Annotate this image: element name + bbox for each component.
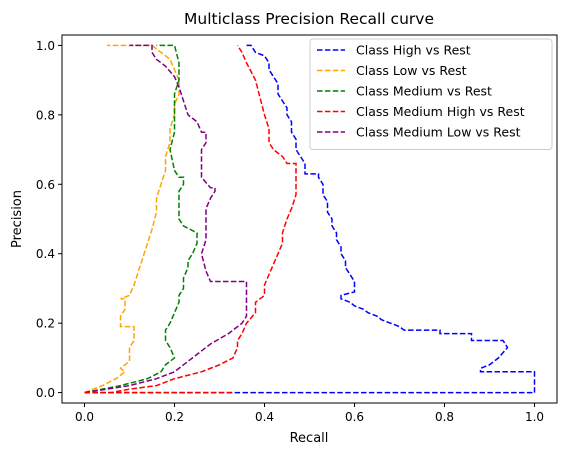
plot-series-group <box>84 44 536 394</box>
plot-frame <box>61 34 558 404</box>
series-line-3 <box>84 44 198 394</box>
y-tick-label: 0.6 <box>36 178 55 192</box>
series-line-4 <box>84 44 297 394</box>
series-line-1 <box>246 44 536 393</box>
legend-label: Class High vs Rest <box>356 43 471 58</box>
y-tick-label: 0.2 <box>36 317 55 331</box>
legend-label: Class Low vs Rest <box>356 63 467 78</box>
y-axis-ticks: 0.0 0.2 0.4 0.6 0.8 1.0 <box>36 39 62 400</box>
legend: Class High vs Rest Class Low vs Rest Class… <box>309 38 553 150</box>
x-axis-ticks: 0.0 0.2 0.4 0.6 0.8 1.0 <box>75 403 544 424</box>
y-tick-label: 0.0 <box>36 386 55 400</box>
y-tick-label: 1.0 <box>36 39 55 53</box>
chart-title: Multiclass Precision Recall curve <box>184 10 434 28</box>
x-tick-label: 0.6 <box>345 410 364 424</box>
series-line-2 <box>84 44 180 394</box>
legend-label: Class Medium vs Rest <box>356 84 492 99</box>
y-tick-label: 0.4 <box>36 247 55 261</box>
x-tick-label: 0.2 <box>165 410 184 424</box>
legend-label: Class Medium Low vs Rest <box>356 125 521 140</box>
y-tick-label: 0.8 <box>36 108 55 122</box>
x-tick-label: 0.4 <box>255 410 274 424</box>
x-tick-label: 1.0 <box>525 410 544 424</box>
legend-box <box>309 38 553 150</box>
legend-label: Class Medium High vs Rest <box>356 104 525 119</box>
y-axis-label: Precision <box>10 190 25 248</box>
x-tick-label: 0.8 <box>435 410 454 424</box>
x-axis-label: Recall <box>290 431 329 446</box>
x-tick-label: 0.0 <box>75 410 94 424</box>
